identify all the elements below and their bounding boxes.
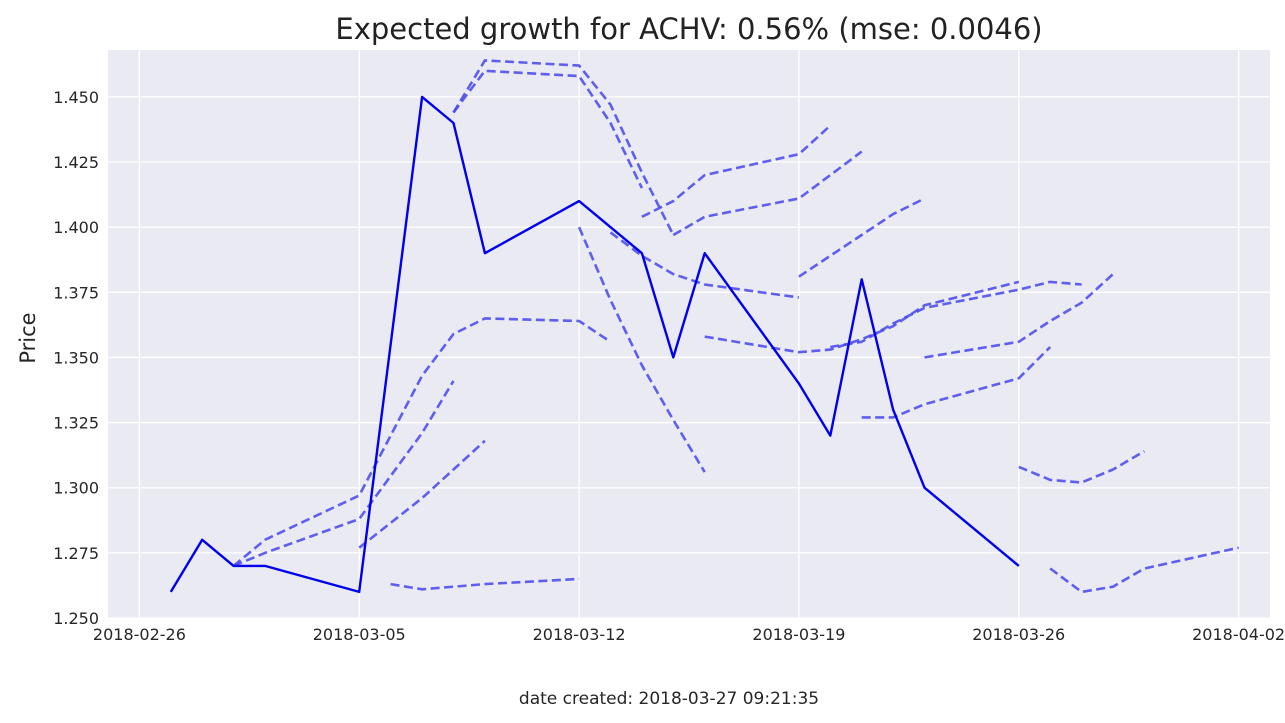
y-tick-label: 1.375 [53, 283, 99, 302]
actual-series [169, 95, 1020, 594]
grid [108, 50, 1270, 619]
chart-title: Expected growth for ACHV: 0.56% (mse: 0.… [335, 12, 1042, 46]
forecast-line [861, 346, 1052, 419]
forecast-line [233, 380, 455, 568]
forecast-line [924, 273, 1114, 359]
x-tick-label: 2018-03-05 [313, 625, 406, 644]
forecast-line [390, 577, 580, 591]
y-tick-label: 1.275 [53, 544, 99, 563]
y-tick-label: 1.325 [53, 414, 99, 433]
x-axis-ticks: 2018-02-26 2018-03-05 2018-03-12 2018-03-19… [93, 625, 1285, 644]
forecast-line [704, 280, 1020, 354]
x-tick-label: 2018-03-19 [752, 625, 845, 644]
x-tick-label: 2018-04-02 [1192, 625, 1285, 644]
x-tick-label: 2018-02-26 [93, 625, 186, 644]
y-tick-label: 1.450 [53, 88, 99, 107]
forecast-series [232, 59, 1239, 594]
y-tick-label: 1.250 [53, 609, 99, 628]
x-tick-label: 2018-03-12 [533, 625, 626, 644]
forecast-line [1018, 450, 1146, 484]
y-tick-label: 1.400 [53, 218, 99, 237]
date-created-footer: date created: 2018-03-27 09:21:35 [519, 689, 819, 709]
y-tick-label: 1.425 [53, 153, 99, 172]
x-tick-label: 2018-03-26 [972, 625, 1065, 644]
forecast-line [232, 317, 612, 567]
forecast-line [452, 69, 644, 189]
y-tick-label: 1.350 [53, 348, 99, 367]
y-axis-label: Price [16, 312, 40, 363]
y-tick-label: 1.300 [53, 479, 99, 498]
forecast-line [358, 439, 486, 549]
forecast-line [1049, 546, 1239, 594]
forecast-line [577, 226, 706, 473]
forecast-line [672, 150, 863, 237]
y-axis-ticks: 1.250 1.275 1.300 1.325 1.350 1.375 1.400 1.425… [53, 88, 99, 628]
forecast-line [452, 59, 675, 236]
forecast-line [641, 124, 832, 218]
forecast-line [609, 231, 800, 299]
forecast-line [830, 280, 1082, 349]
forecast-line [798, 197, 926, 278]
actual-price-line [169, 95, 1020, 594]
